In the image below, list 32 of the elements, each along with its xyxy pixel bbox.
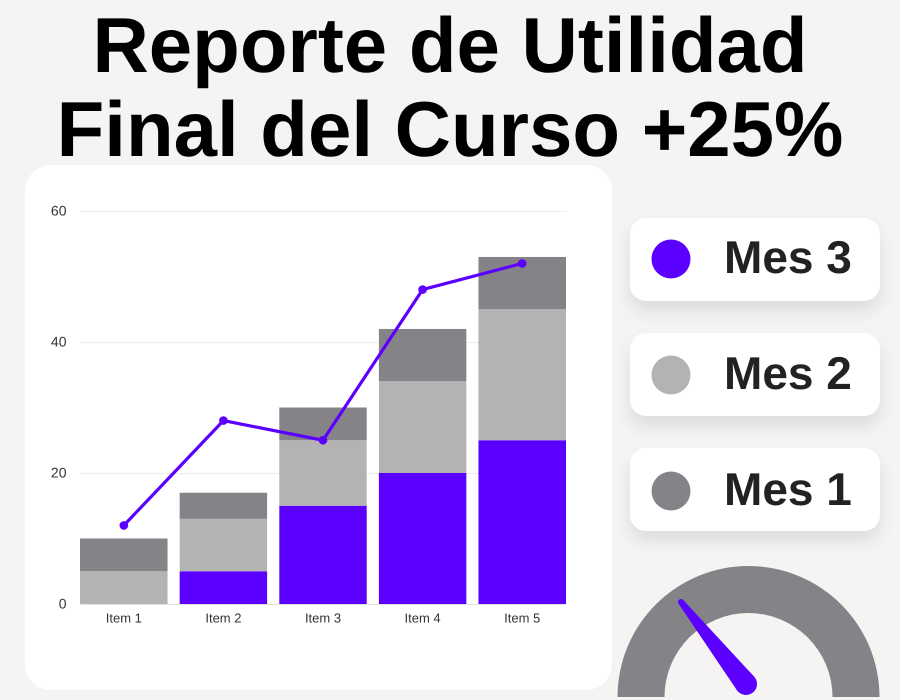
legend-label: Mes 2 (724, 347, 852, 399)
x-tick-label: Item 5 (504, 610, 540, 626)
bar (378, 328, 466, 382)
bar (279, 506, 367, 604)
x-tick-label: Item 1 (106, 610, 142, 626)
legend-label: Mes 1 (724, 463, 852, 515)
bar (80, 538, 168, 572)
chart-title: Reporte de Utilidad Final del Curso +25% (56, 1, 844, 173)
x-tick-label: Item 2 (205, 610, 242, 626)
point (219, 416, 228, 425)
point (318, 436, 328, 445)
bar (279, 408, 367, 440)
y-tick-label: 20 (50, 464, 67, 480)
bar (478, 256, 566, 310)
bar (180, 571, 268, 604)
x-tick-label: Item 3 (304, 610, 342, 626)
bar (378, 381, 466, 473)
y-tick-label: 40 (50, 334, 67, 350)
bar (279, 440, 367, 506)
bar (180, 492, 268, 519)
point (418, 285, 427, 294)
bar (378, 473, 466, 604)
bar (80, 571, 168, 604)
bar (478, 309, 566, 440)
bar (180, 518, 268, 572)
x-tick-label: Item 4 (404, 610, 441, 626)
legend-label: Mes 3 (724, 231, 852, 283)
y-tick-label: 60 (50, 202, 67, 218)
bar (478, 440, 566, 604)
point (518, 259, 527, 268)
point (119, 521, 128, 530)
y-tick-label: 0 (58, 596, 67, 612)
